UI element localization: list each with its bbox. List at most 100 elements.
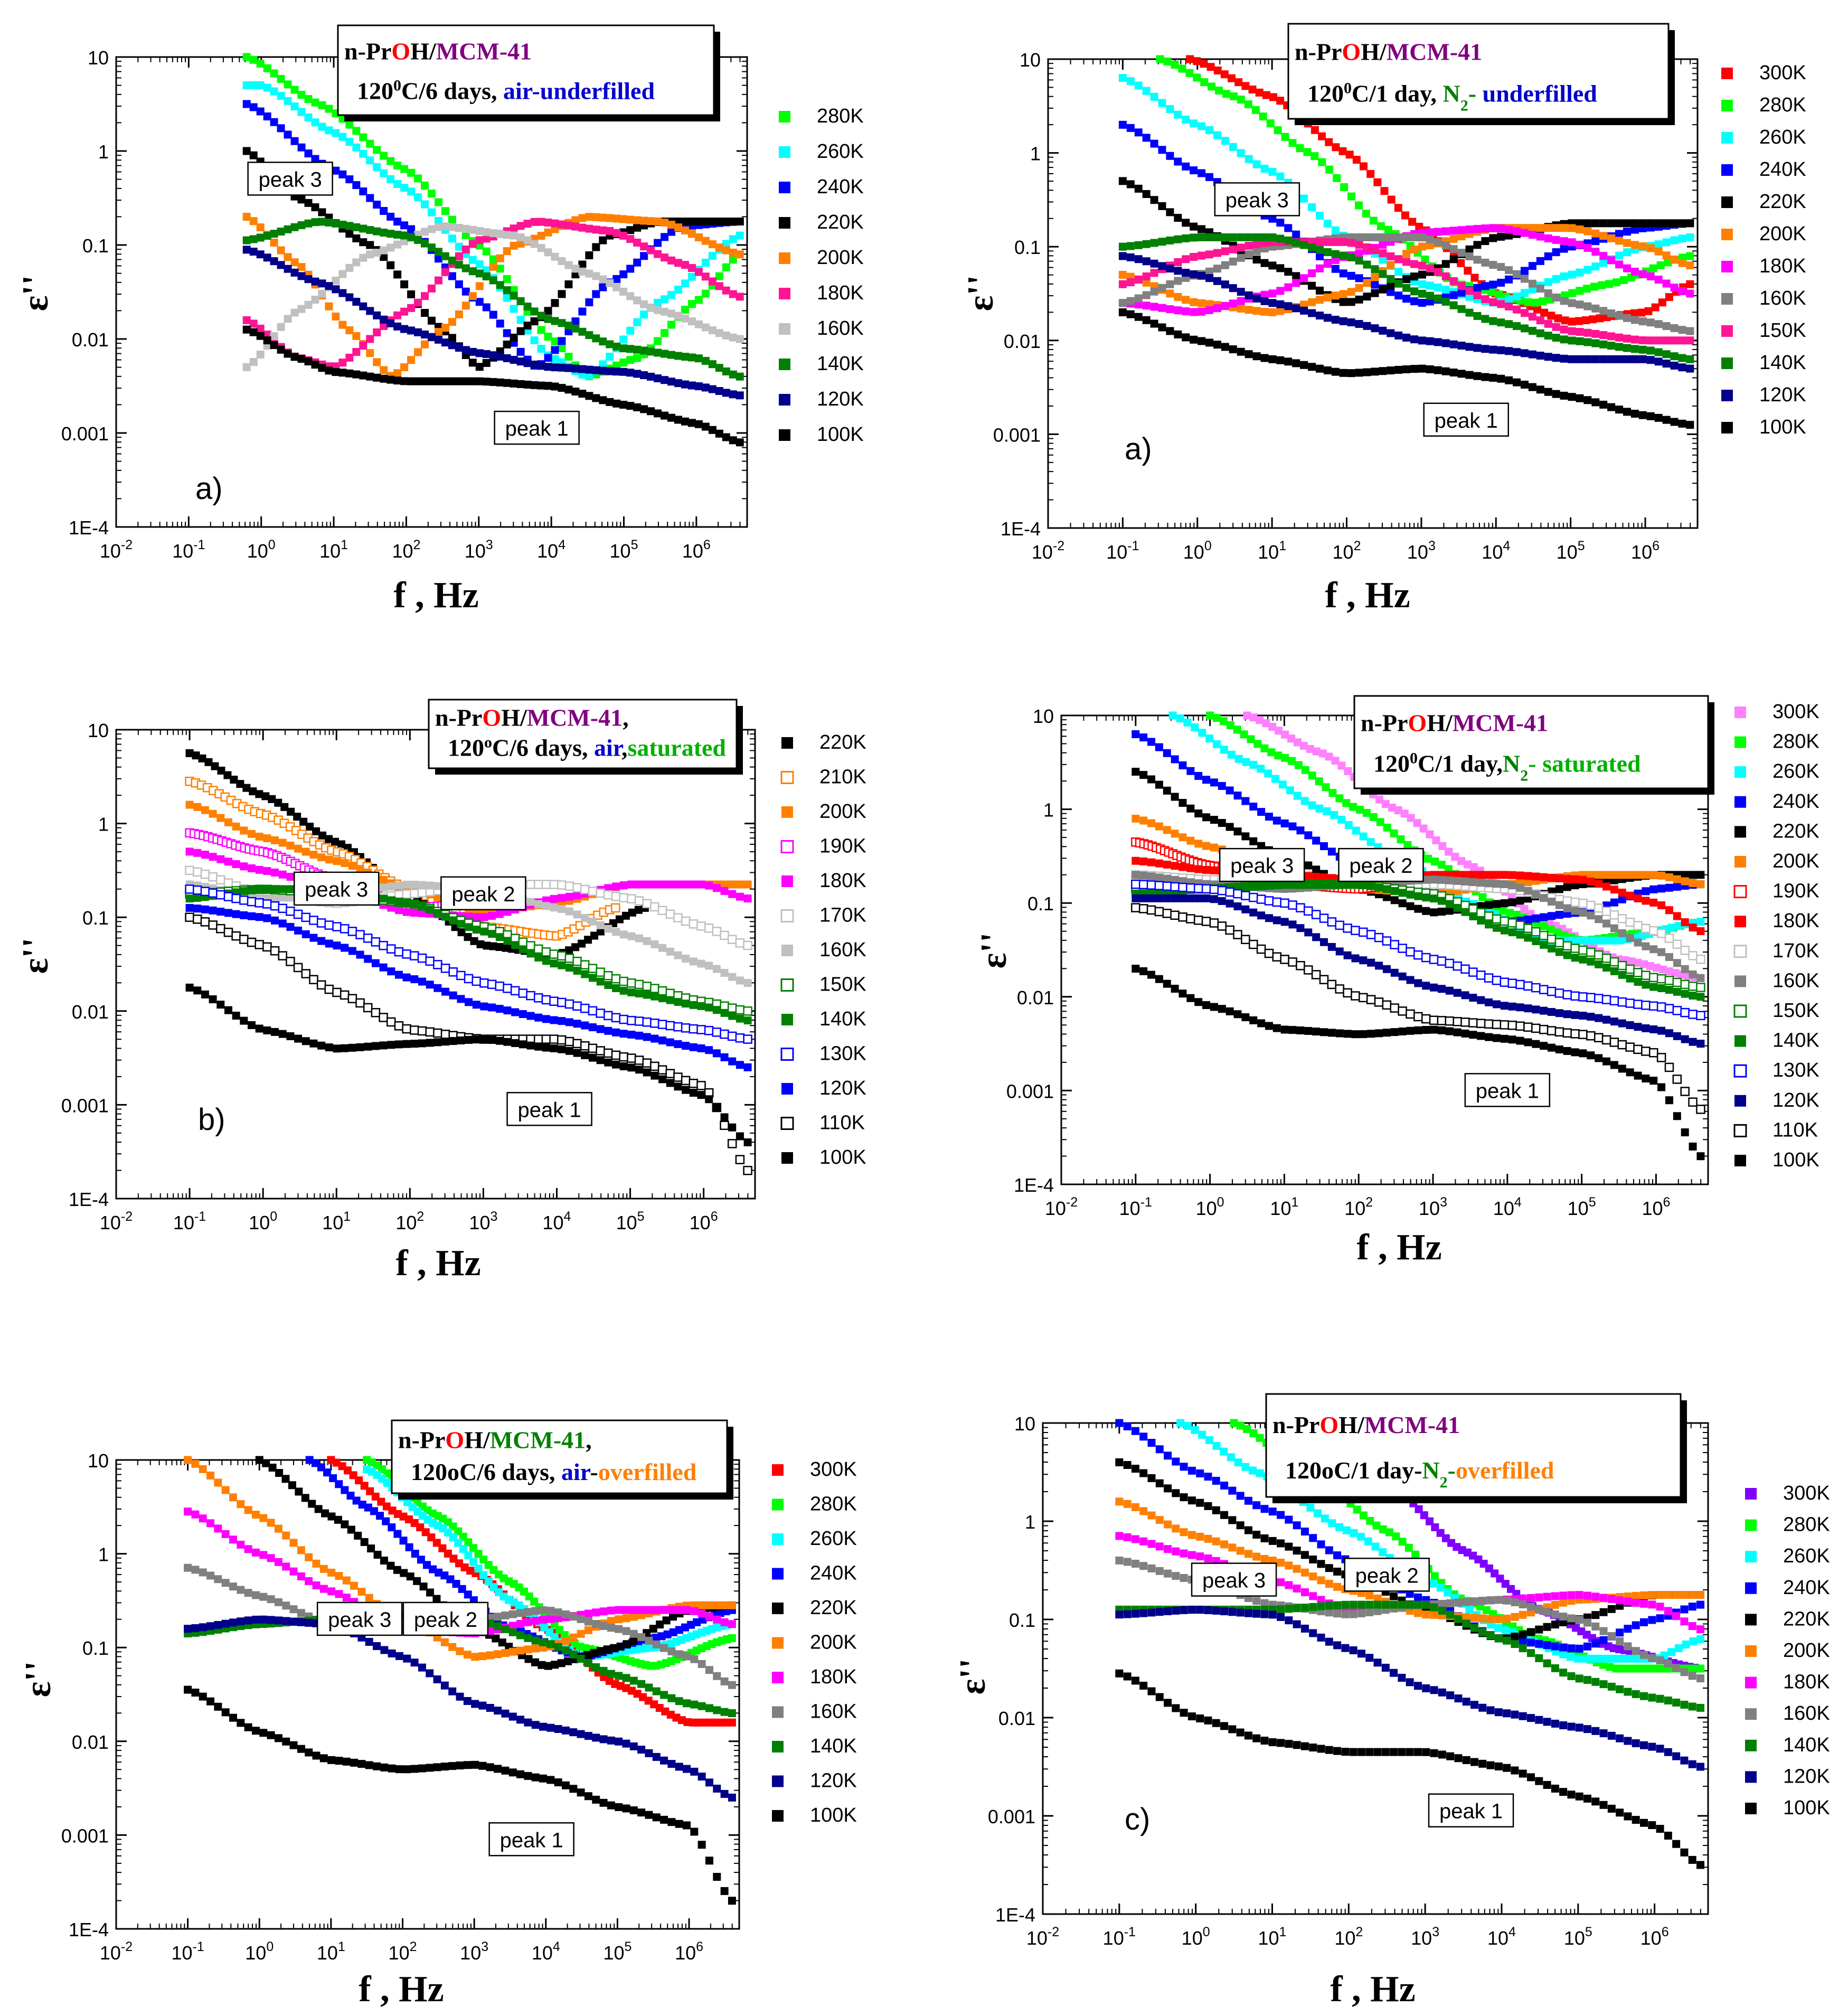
data-point bbox=[216, 908, 225, 916]
data-point bbox=[1229, 284, 1237, 293]
data-point bbox=[1186, 894, 1195, 902]
data-point bbox=[434, 276, 442, 285]
data-point bbox=[503, 1038, 512, 1046]
data-point bbox=[457, 1036, 465, 1044]
data-point bbox=[1638, 270, 1647, 278]
data-point bbox=[612, 399, 621, 408]
data-point bbox=[1198, 307, 1206, 316]
data-point bbox=[1331, 226, 1340, 234]
data-point bbox=[417, 888, 427, 898]
data-point bbox=[1552, 275, 1560, 283]
data-point bbox=[216, 890, 225, 900]
data-point bbox=[667, 291, 676, 299]
y-tick-label: 1 bbox=[98, 141, 109, 163]
data-point bbox=[434, 255, 442, 263]
data-point bbox=[585, 269, 593, 278]
data-point bbox=[1591, 398, 1600, 407]
legend-entry: 180K bbox=[779, 282, 864, 304]
data-point bbox=[557, 880, 567, 890]
data-point bbox=[510, 241, 518, 250]
data-point bbox=[564, 385, 573, 394]
data-point bbox=[242, 81, 251, 89]
data-point bbox=[661, 295, 669, 304]
data-point bbox=[1586, 947, 1596, 957]
data-point bbox=[1244, 155, 1253, 163]
data-point bbox=[1430, 894, 1438, 903]
data-point bbox=[1134, 184, 1143, 193]
data-point bbox=[1633, 968, 1643, 977]
data-point bbox=[1430, 875, 1438, 884]
data-point bbox=[400, 184, 409, 192]
data-point bbox=[1394, 291, 1403, 300]
data-point bbox=[441, 987, 450, 996]
data-point bbox=[1426, 291, 1434, 300]
data-point bbox=[1506, 909, 1514, 917]
data-point bbox=[1618, 871, 1626, 879]
data-point bbox=[1465, 308, 1474, 317]
data-point bbox=[1234, 755, 1243, 763]
data-point bbox=[1548, 912, 1556, 920]
data-point bbox=[380, 169, 388, 177]
data-point bbox=[1623, 264, 1631, 272]
data-point bbox=[1571, 1011, 1579, 1019]
data-point bbox=[647, 246, 655, 255]
data-point bbox=[1126, 242, 1135, 250]
data-point bbox=[736, 218, 744, 225]
data-point bbox=[1664, 934, 1674, 943]
data-point bbox=[1174, 293, 1182, 301]
data-point bbox=[414, 348, 422, 356]
data-point bbox=[247, 897, 257, 907]
data-point bbox=[1178, 894, 1187, 902]
title-run: o bbox=[484, 733, 492, 751]
data-point bbox=[1410, 246, 1419, 254]
data-point bbox=[465, 1035, 473, 1044]
data-point bbox=[592, 243, 600, 251]
data-point bbox=[510, 305, 518, 313]
data-point bbox=[455, 260, 463, 269]
data-point bbox=[523, 380, 532, 389]
data-point bbox=[441, 324, 449, 332]
data-point bbox=[294, 926, 303, 935]
data-point bbox=[338, 170, 347, 178]
data-point bbox=[223, 892, 233, 901]
data-point bbox=[619, 881, 628, 890]
data-point bbox=[619, 400, 628, 409]
data-point bbox=[1696, 983, 1705, 992]
data-point bbox=[402, 899, 411, 907]
data-point bbox=[633, 216, 642, 224]
data-point bbox=[551, 317, 559, 325]
data-point bbox=[1343, 988, 1352, 998]
data-point bbox=[658, 1075, 667, 1083]
data-point bbox=[1363, 233, 1371, 241]
title-run: air bbox=[594, 734, 624, 761]
data-point bbox=[304, 219, 313, 228]
data-point bbox=[480, 913, 488, 921]
data-point bbox=[1186, 914, 1195, 924]
legend-label: 180K bbox=[817, 282, 864, 304]
data-point bbox=[1171, 793, 1179, 801]
data-point bbox=[309, 1039, 318, 1048]
data-point bbox=[393, 180, 402, 188]
legend-label: 100K bbox=[819, 1146, 866, 1169]
data-point bbox=[1670, 255, 1679, 263]
data-point bbox=[301, 969, 311, 978]
data-point bbox=[1665, 986, 1673, 994]
data-point bbox=[1505, 320, 1513, 328]
data-point bbox=[1132, 871, 1140, 879]
x-tick-label: 10-2 bbox=[1032, 539, 1064, 563]
data-point bbox=[612, 275, 621, 283]
data-point bbox=[1237, 253, 1245, 262]
data-point bbox=[544, 218, 552, 227]
data-point bbox=[1339, 269, 1347, 278]
data-point bbox=[425, 1027, 435, 1037]
data-point bbox=[1394, 204, 1402, 212]
data-point bbox=[414, 193, 422, 202]
data-point bbox=[599, 226, 607, 234]
data-point bbox=[1142, 301, 1151, 310]
data-point bbox=[674, 1040, 682, 1048]
data-point bbox=[1333, 174, 1341, 182]
data-point bbox=[271, 836, 279, 844]
data-point bbox=[1532, 872, 1540, 881]
data-point bbox=[634, 979, 644, 990]
